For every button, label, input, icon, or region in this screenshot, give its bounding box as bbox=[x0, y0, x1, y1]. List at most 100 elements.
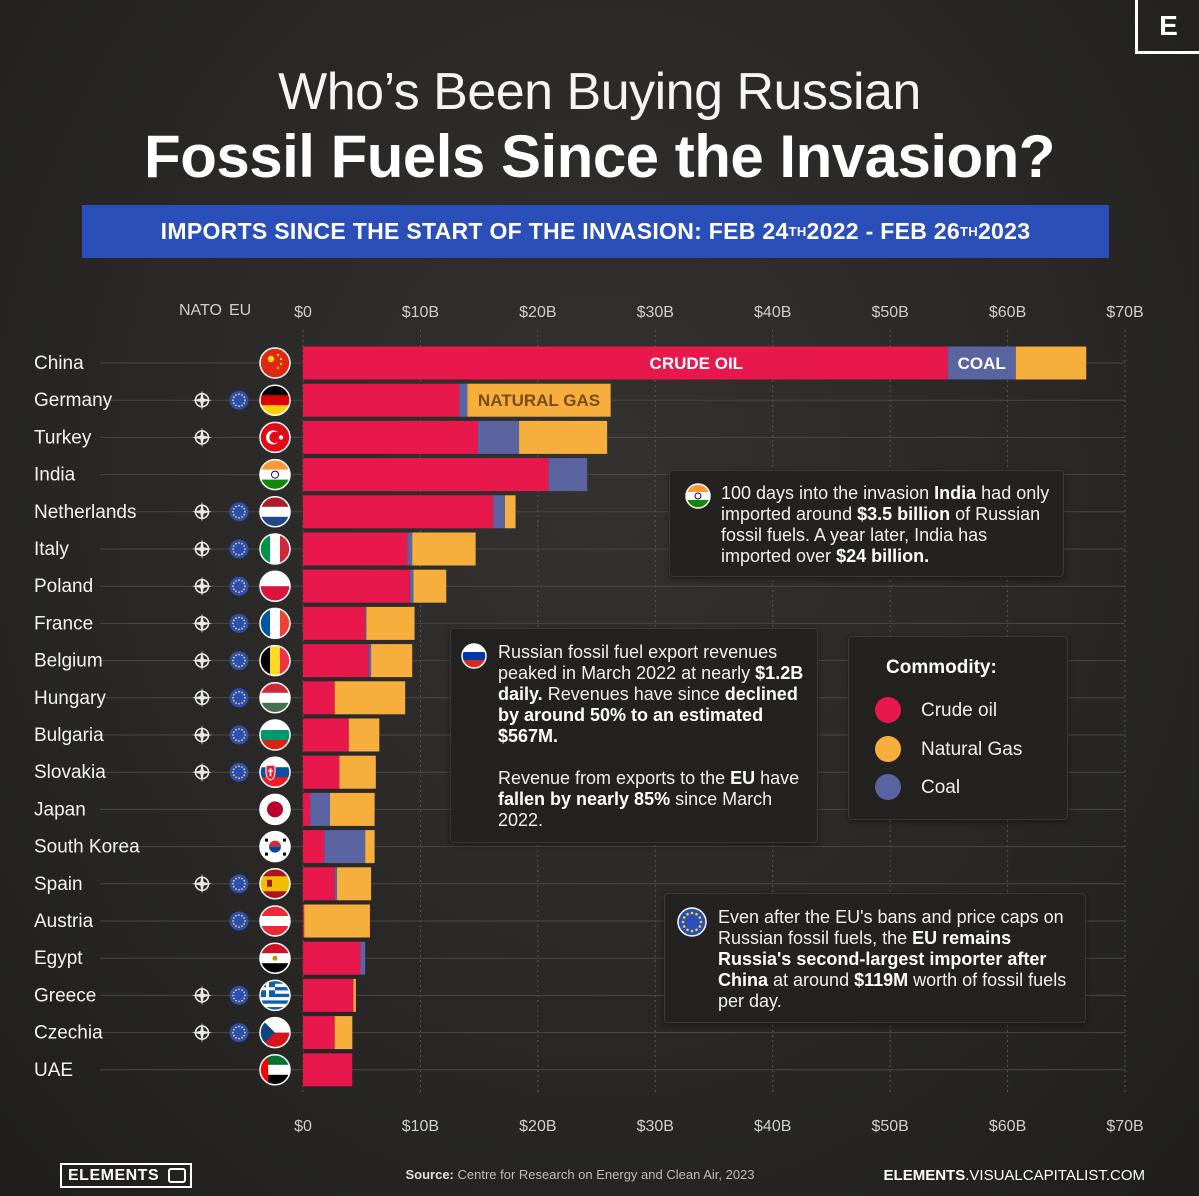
bar-france-natural-gas bbox=[366, 606, 415, 640]
flag-stripe bbox=[260, 926, 290, 936]
eu-icon-star bbox=[238, 1037, 240, 1040]
eu-icon-disc bbox=[229, 1023, 249, 1043]
india-text-bold-2: $3.5 billion bbox=[857, 504, 951, 524]
flag-border bbox=[259, 533, 291, 565]
eu-icon-star bbox=[241, 617, 243, 620]
eu-icon-star bbox=[235, 394, 237, 396]
legend: Commodity: Crude oil Natural Gas Coal bbox=[848, 636, 1068, 820]
eu-icon-star bbox=[243, 662, 246, 665]
flag-stripe bbox=[260, 479, 290, 490]
eu-text-bold-1: EU remains Russia's second-largest impor… bbox=[718, 928, 1047, 990]
x-tick-label-top: $20B bbox=[519, 304, 556, 321]
x-tick-label-top: $0 bbox=[294, 304, 312, 321]
legend-swatch-coal bbox=[875, 774, 901, 800]
nato-icon-star bbox=[192, 613, 212, 634]
flag-stripe bbox=[260, 682, 290, 694]
eu-icon-star bbox=[244, 920, 246, 922]
russia-p2-text-2: have bbox=[755, 768, 800, 788]
flag-emblem bbox=[267, 879, 272, 887]
eu-icon-star bbox=[232, 513, 235, 516]
bar-netherlands-crude-oil bbox=[303, 495, 494, 529]
bar-germany-coal bbox=[459, 383, 468, 417]
x-tick-label-top: $10B bbox=[402, 304, 439, 321]
nato-icon-star bbox=[192, 725, 212, 745]
banner-suffix: 2023 bbox=[977, 218, 1031, 244]
eu-icon-star bbox=[241, 553, 243, 556]
eu-icon-star bbox=[232, 731, 235, 733]
eu-icon-star bbox=[238, 777, 240, 780]
eu-icon-star bbox=[243, 693, 246, 696]
bar-south-korea-crude-oil bbox=[303, 830, 325, 864]
x-tick-label-bottom: $60B bbox=[989, 1118, 1026, 1135]
eu-icon-star bbox=[244, 659, 246, 662]
eu-icon-star bbox=[241, 1036, 243, 1039]
eu-icon-disc bbox=[229, 613, 249, 633]
russia-text-2: Revenues have since bbox=[542, 684, 725, 704]
eu-icon-star bbox=[235, 580, 237, 582]
country-label-poland: Poland bbox=[34, 576, 93, 597]
nato-icon-star bbox=[192, 873, 212, 894]
nato-icon bbox=[192, 687, 212, 708]
eu-icon-star bbox=[244, 399, 246, 402]
flag-stripe bbox=[280, 645, 290, 676]
nato-icon bbox=[192, 613, 212, 634]
country-label-egypt: Egypt bbox=[34, 948, 83, 969]
eu-callout-star bbox=[686, 928, 689, 932]
eu-callout-star bbox=[690, 929, 694, 933]
india-callout-text: 100 days into the invasion India had onl… bbox=[721, 483, 1056, 567]
eu-icon-star bbox=[243, 917, 246, 919]
banner-mid: 2022 - FEB 26 bbox=[806, 218, 960, 244]
eu-icon-disc bbox=[229, 985, 249, 1005]
eu-icon-star bbox=[232, 625, 235, 628]
russia-paragraph-1: Russian fossil fuel export revenues peak… bbox=[498, 642, 808, 747]
elements-logo: E bbox=[1135, 0, 1199, 54]
bar-turkey-crude-oil bbox=[303, 420, 478, 454]
bar-japan-crude-oil bbox=[303, 792, 311, 826]
bar-austria-crude-oil bbox=[303, 904, 305, 938]
nato-column-header: NATO bbox=[179, 302, 222, 319]
eu-icon-star bbox=[235, 691, 237, 694]
eu-icon-disc bbox=[229, 762, 249, 782]
flag-stripe bbox=[260, 459, 290, 471]
legend-label-natural-gas: Natural Gas bbox=[921, 738, 1023, 760]
eu-icon-star bbox=[243, 619, 246, 622]
flag-stripe bbox=[270, 534, 281, 564]
flag-stripe bbox=[280, 608, 290, 639]
eu-icon-star bbox=[241, 691, 243, 694]
eu-icon-star bbox=[232, 734, 234, 736]
site-url-bold: ELEMENTS bbox=[883, 1167, 966, 1184]
country-label-bulgaria: Bulgaria bbox=[34, 725, 104, 746]
russia-p2-text-3: since March 2022. bbox=[498, 789, 773, 830]
eu-icon bbox=[229, 613, 249, 633]
eu-icon-star bbox=[232, 545, 235, 547]
india-text-3: of Russian fossil fuels. A year later, I… bbox=[721, 504, 1041, 566]
eu-icon-star bbox=[241, 627, 243, 630]
india-flag-icon bbox=[260, 459, 290, 490]
flag-stripe bbox=[260, 405, 290, 416]
flag-stripe bbox=[260, 692, 290, 704]
flag-chakra bbox=[271, 470, 279, 479]
flag-border bbox=[259, 644, 291, 677]
nato-icon-star bbox=[192, 576, 212, 597]
eu-icon-star bbox=[238, 405, 240, 408]
eu-icon-star bbox=[238, 888, 240, 891]
hungary-flag-icon bbox=[260, 682, 290, 713]
flag-border bbox=[259, 384, 291, 416]
eu-icon-star bbox=[238, 504, 240, 507]
eu-icon-star bbox=[244, 622, 246, 625]
eu-icon-star bbox=[232, 659, 234, 662]
eu-column-header: EU bbox=[229, 302, 252, 319]
legend-swatch-crude-oil bbox=[875, 697, 901, 723]
eu-icon bbox=[229, 985, 249, 1005]
bar-hungary-natural-gas bbox=[334, 681, 406, 715]
country-label-netherlands: Netherlands bbox=[34, 502, 136, 523]
bar-belgium-crude-oil bbox=[303, 644, 369, 678]
legend-label-coal: Coal bbox=[921, 776, 961, 798]
flag-triangle bbox=[260, 1017, 275, 1048]
nato-icon bbox=[192, 725, 212, 745]
eu-icon bbox=[229, 539, 249, 559]
eu-icon-star bbox=[238, 926, 240, 928]
eu-callout-text: Even after the EU's bans and price caps … bbox=[718, 907, 1078, 1012]
nato-icon bbox=[192, 539, 212, 559]
flag-stripe bbox=[260, 385, 290, 396]
